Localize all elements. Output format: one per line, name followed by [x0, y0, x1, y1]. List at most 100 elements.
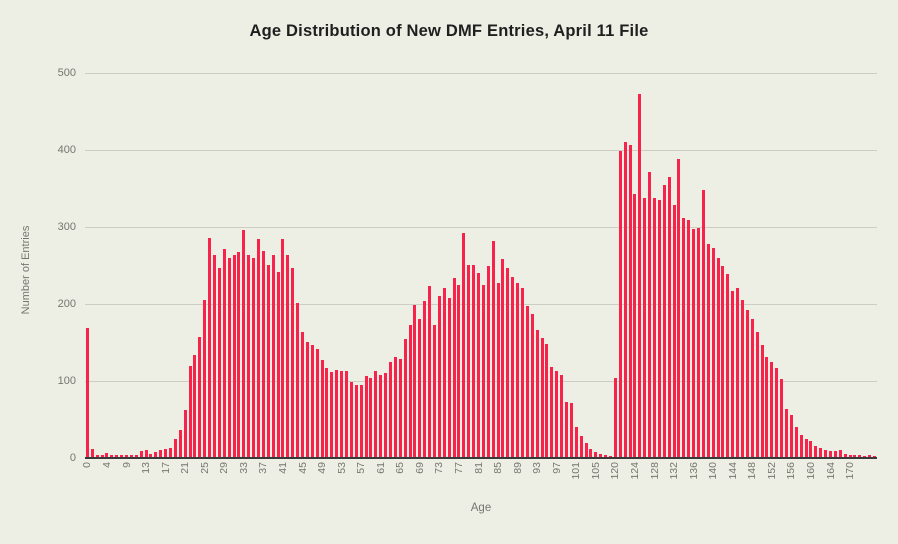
gridline-200 — [85, 304, 877, 305]
x-axis-line — [85, 457, 877, 459]
bar-age-10 — [129, 455, 133, 457]
bar-age-95 — [545, 343, 549, 457]
bar-age-61 — [379, 375, 383, 457]
bar-age-104 — [589, 448, 593, 457]
bar-age-63 — [388, 361, 392, 457]
bar-age-138 — [701, 189, 705, 457]
x-tick-label-text-41: 41 — [277, 462, 289, 474]
bar-age-161 — [814, 446, 818, 457]
bar-age-131 — [667, 176, 671, 457]
bar-age-136 — [692, 229, 696, 457]
x-tick-label-text-156: 156 — [785, 462, 798, 480]
bar-age-102 — [579, 436, 583, 457]
x-tick-label-text-120: 120 — [609, 462, 622, 480]
bar-age-39 — [271, 255, 275, 457]
bar-age-89 — [516, 282, 520, 457]
bar-age-76 — [452, 277, 456, 457]
bar-age-57 — [359, 385, 363, 457]
bar-age-38 — [266, 265, 270, 457]
bar-age-105 — [594, 451, 598, 457]
y-tick-label-500: 500 — [57, 67, 76, 79]
bar-age-140 — [711, 247, 715, 457]
bar-age-147 — [745, 309, 749, 457]
bar-age-168 — [843, 453, 847, 457]
bar-age-16 — [159, 450, 163, 457]
bar-age-172 — [858, 455, 862, 457]
gridline-400 — [85, 150, 877, 151]
bar-age-7 — [115, 455, 119, 457]
bar-age-75 — [447, 298, 451, 457]
bar-age-70 — [423, 300, 427, 457]
bar-age-153 — [775, 367, 779, 457]
bar-age-146 — [740, 299, 744, 457]
x-tick-label-text-33: 33 — [237, 462, 250, 474]
bar-age-150 — [760, 344, 764, 457]
plot-area — [85, 73, 877, 459]
x-tick-label-text-49: 49 — [316, 462, 329, 474]
x-tick-label-text-105: 105 — [589, 462, 602, 480]
bar-age-84 — [491, 240, 495, 457]
x-tick-label-text-21: 21 — [179, 462, 192, 474]
bar-age-68 — [413, 304, 417, 457]
bar-age-11 — [134, 454, 138, 457]
bar-age-160 — [809, 440, 813, 457]
bar-age-90 — [520, 287, 524, 457]
bar-age-32 — [237, 252, 241, 457]
x-tick-label-text-101: 101 — [570, 462, 583, 480]
bar-age-128 — [652, 197, 656, 457]
bar-age-28 — [217, 267, 221, 457]
x-tick-label-text-25: 25 — [198, 462, 211, 474]
bar-age-60 — [374, 370, 378, 457]
bar-age-53 — [340, 370, 344, 457]
x-tick-label-text-29: 29 — [218, 462, 231, 474]
bar-age-158 — [799, 434, 803, 457]
bar-age-30 — [227, 258, 231, 457]
bar-age-103 — [584, 443, 588, 457]
bar-age-157 — [794, 426, 798, 457]
bar-age-14 — [149, 453, 153, 457]
bar-age-17 — [164, 449, 168, 457]
bar-age-122 — [623, 142, 627, 457]
bar-age-52 — [335, 370, 339, 457]
bar-age-45 — [300, 331, 304, 457]
bar-age-26 — [208, 237, 212, 457]
x-tick-label-text-170: 170 — [844, 462, 857, 480]
bar-age-15 — [154, 451, 158, 457]
bar-age-133 — [677, 159, 681, 457]
bar-age-109 — [608, 456, 612, 457]
bar-age-8 — [120, 454, 124, 457]
bar-age-2 — [95, 454, 99, 457]
bar-age-174 — [868, 455, 872, 457]
bar-age-74 — [442, 288, 446, 457]
bar-age-43 — [291, 268, 295, 457]
bar-age-164 — [828, 450, 832, 457]
x-tick-label-text-13: 13 — [140, 462, 153, 474]
x-tick-label-text-73: 73 — [433, 462, 446, 474]
x-tick-label-text-37: 37 — [257, 462, 270, 474]
bar-age-171 — [853, 454, 857, 457]
y-tick-label-300: 300 — [57, 221, 76, 233]
bar-age-130 — [662, 185, 666, 457]
bar-age-37 — [261, 250, 265, 457]
bar-age-82 — [481, 284, 485, 457]
x-tick-label-text-4: 4 — [101, 462, 113, 468]
bar-age-156 — [789, 414, 793, 457]
y-tick-label-200: 200 — [57, 298, 76, 310]
bar-age-132 — [672, 205, 676, 457]
bar-age-35 — [252, 258, 256, 457]
bar-age-134 — [682, 218, 686, 457]
x-tick-label-text-89: 89 — [511, 462, 524, 474]
bar-age-21 — [183, 410, 187, 457]
bar-age-54 — [344, 370, 348, 457]
bar-age-107 — [604, 455, 608, 457]
x-tick-label-text-0: 0 — [81, 462, 94, 468]
bar-age-0 — [85, 327, 89, 457]
bar-age-9 — [124, 455, 128, 457]
bar-age-139 — [706, 243, 710, 457]
bar-age-173 — [863, 456, 867, 457]
bar-age-22 — [188, 366, 192, 457]
x-tick-label-text-61: 61 — [374, 462, 387, 474]
bar-age-129 — [657, 199, 661, 457]
gridline-100 — [85, 381, 877, 382]
